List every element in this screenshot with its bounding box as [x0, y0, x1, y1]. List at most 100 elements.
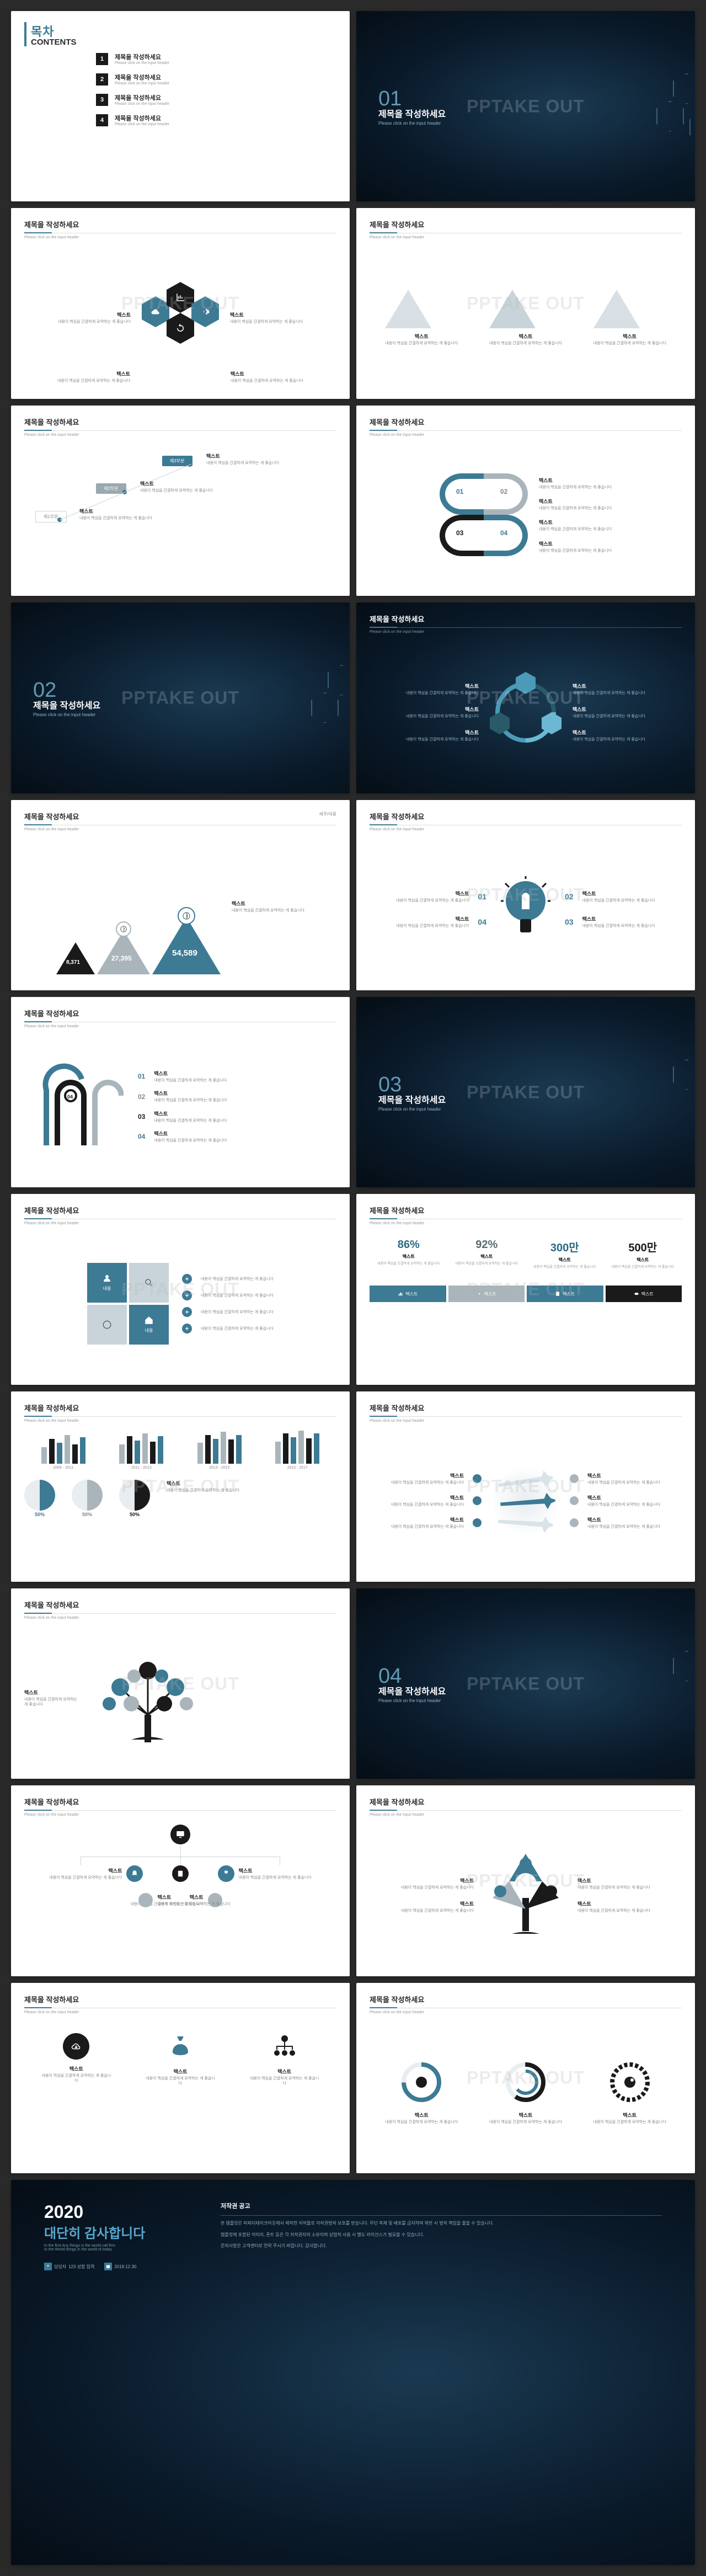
text-desc: 내용이 핵심을 간결하게 요약하는 게 좋습니다 [539, 485, 612, 490]
section-num: 02 [33, 679, 100, 702]
eye-icon [634, 1289, 639, 1299]
slide-gauges: PPTAKE OUT 제목을 작성하세요 Please click on the… [356, 1983, 695, 2173]
spiral-icon: 04 [24, 1063, 124, 1151]
num-04: 04 [500, 529, 507, 537]
footer-body3: 문의사항은 고객센터로 연락 주시기 바랍니다. 감사합니다. [221, 2243, 662, 2250]
box-label: 내용 [103, 1286, 111, 1292]
toc-title: 제목을 작성하세요 [115, 73, 169, 82]
watermark: PPTAKE OUT [467, 1082, 585, 1102]
footer-tagline2: In the World things in the world of toda… [44, 2248, 199, 2252]
toc-num: 1 [96, 53, 108, 65]
toc-num: 3 [96, 94, 108, 106]
text-desc: 내용이 핵심을 간결하게 요약하는 게 좋습니다 [249, 2076, 320, 2086]
text-label: 텍스트 [573, 706, 645, 713]
text-desc: 내용이 핵심을 간결하게 요약하는 게 좋습니다 [539, 527, 612, 532]
plus-icon [184, 1307, 190, 1317]
section-sub: Please click on the input header [378, 1698, 446, 1703]
slide-airplanes: PPTAKE OUT 제목을 작성하세요 Please click on the… [356, 1391, 695, 1582]
text-label: 텍스트 [57, 370, 130, 377]
num: 02 [138, 1093, 145, 1101]
num: 04 [138, 1133, 145, 1140]
sub-label: 세무/내용 [319, 811, 336, 817]
text-label: 텍스트 [587, 1494, 660, 1501]
text-label: 텍스트 [406, 706, 479, 713]
section-sub: Please click on the input header [378, 121, 446, 126]
num: 01 [138, 1073, 145, 1080]
section-num: 03 [378, 1073, 446, 1097]
text-label: 텍스트 [573, 682, 645, 690]
slide-title: 제목을 작성하세요 [24, 1599, 336, 1614]
text-label: 텍스트 [573, 729, 645, 736]
num-03: 03 [456, 529, 463, 537]
text-desc: 내용이 핵심을 간결하게 요약하는 게 좋습니다 [396, 924, 469, 929]
slide-sub: Please click on the input header [370, 2010, 682, 2014]
num: 03 [565, 918, 574, 926]
globe-icon [120, 924, 127, 934]
text-desc: 내용이 핵심을 간결하게 요약하는 게 좋습니다 [582, 898, 655, 903]
text-desc: 내용이 핵심을 간결하게 요약하는 게 좋습니다 [401, 1908, 474, 1913]
bell-icon [131, 1869, 138, 1879]
text-desc: 내용이 핵심을 간결하게 요약하는 게 좋습니다 [206, 461, 279, 466]
slide-sub: Please click on the input header [24, 236, 336, 239]
stat-val: 500만 [604, 1239, 682, 1255]
text-desc: 내용이 핵심을 간결하게 요약하는 게 좋습니다 [140, 488, 213, 493]
svg-text:04: 04 [67, 1094, 73, 1100]
text-label: 텍스트 [539, 477, 612, 484]
toc-row: 1제목을 작성하세요Please click on the input head… [96, 52, 336, 65]
slide-grid: 목차 CONTENTS 1제목을 작성하세요Please click on th… [11, 11, 695, 2565]
slide-sub: Please click on the input header [24, 1025, 336, 1028]
slide-orgchart: 제목을 작성하세요 Please click on the input head… [11, 1785, 350, 1976]
num-02: 02 [500, 488, 507, 495]
calendar-icon [106, 2264, 110, 2269]
text-label: 텍스트 [484, 1291, 496, 1297]
slide-bars-pies: PPTAKE OUT 제목을 작성하세요 Please click on the… [11, 1391, 350, 1582]
text-label: 텍스트 [24, 1689, 79, 1696]
num-small: 8,371 [66, 959, 80, 966]
text-desc: 내용이 핵심을 간결하게 요약하는 게 좋습니다 [154, 1118, 227, 1123]
plus-icon [184, 1274, 190, 1284]
slide-section-02: PPTAKE OUT 02 제목을 작성하세요 Please click on … [11, 602, 350, 793]
monitor-icon [175, 1830, 185, 1839]
text-label: 텍스트 [154, 1130, 227, 1137]
num-01: 01 [456, 488, 463, 495]
stat-desc: 내용이 핵심을 간결하게 요약하는 게 좋습니다 [448, 1261, 526, 1266]
num: 02 [565, 892, 574, 901]
slide-sub: Please click on the input header [24, 2010, 336, 2014]
slide-sub: Please click on the input header [24, 1222, 336, 1225]
text-label: 텍스트 [563, 1291, 575, 1297]
globe-icon [182, 911, 191, 921]
text-label: 텍스트 [49, 1867, 122, 1874]
footer-tagline1: In the first Any things in the world cal… [44, 2244, 199, 2248]
slide-section-03: PPTAKE OUT 03 제목을 작성하세요 Please click on … [356, 997, 695, 1187]
slide-tri-nums: 제목을 작성하세요 Please click on the input head… [11, 800, 350, 990]
slide-title: 제목을 작성하세요 [24, 1994, 336, 2008]
text-desc: 내용이 핵심을 간결하게 요약하는 게 좋습니다 [230, 319, 303, 324]
text-label: 텍스트 [587, 1516, 660, 1523]
gauge-3 [608, 2060, 652, 2104]
watermark: PPTAKE OUT [467, 1673, 585, 1694]
text-desc: 내용이 핵심을 간결하게 요약하는 게 좋습니다 [489, 2120, 562, 2125]
slide-title: 제목을 작성하세요 [24, 1205, 336, 1219]
slide-sub: Please click on the input header [24, 433, 336, 437]
num: 03 [138, 1113, 145, 1121]
text-label: 텍스트 [587, 1472, 660, 1479]
stat-row: 86%텍스트내용이 핵심을 간결하게 요약하는 게 좋습니다 92%텍스트내용이… [370, 1233, 682, 1274]
slide-sub: Please click on the input header [24, 828, 336, 831]
text-label: 텍스트 [157, 1894, 230, 1901]
toc-num: 4 [96, 114, 108, 126]
text-label: 텍스트 [231, 370, 303, 377]
text-desc: 내용이 핵심을 간결하게 요약하는 게 좋습니다 [539, 548, 612, 553]
text-desc: 내용이 핵심을 간결하게 요약하는 게 좋습니다 [201, 1326, 274, 1331]
cloud-download-icon [71, 2041, 81, 2051]
slide-title: 제목을 작성하세요 [370, 1402, 682, 1417]
slide-sub: Please click on the input header [370, 236, 682, 239]
chart-icon [175, 292, 185, 302]
slide-sub: Please click on the input header [24, 1419, 336, 1423]
slide-halfcircles: 제목을 작성하세요 Please click on the input head… [356, 406, 695, 596]
text-label: 텍스트 [58, 311, 131, 318]
slide-diagonal: 제목을 작성하세요 Please click on the input head… [11, 406, 350, 596]
stat-desc: 내용이 핵심을 간결하게 요약하는 게 좋습니다 [604, 1264, 682, 1269]
text-desc: 내용이 핵심을 간결하게 요약하는 게 좋습니다 [232, 908, 304, 913]
stat-label: 텍스트 [370, 1254, 448, 1260]
footer-thanks: 대단히 감사합니다 [44, 2222, 199, 2242]
